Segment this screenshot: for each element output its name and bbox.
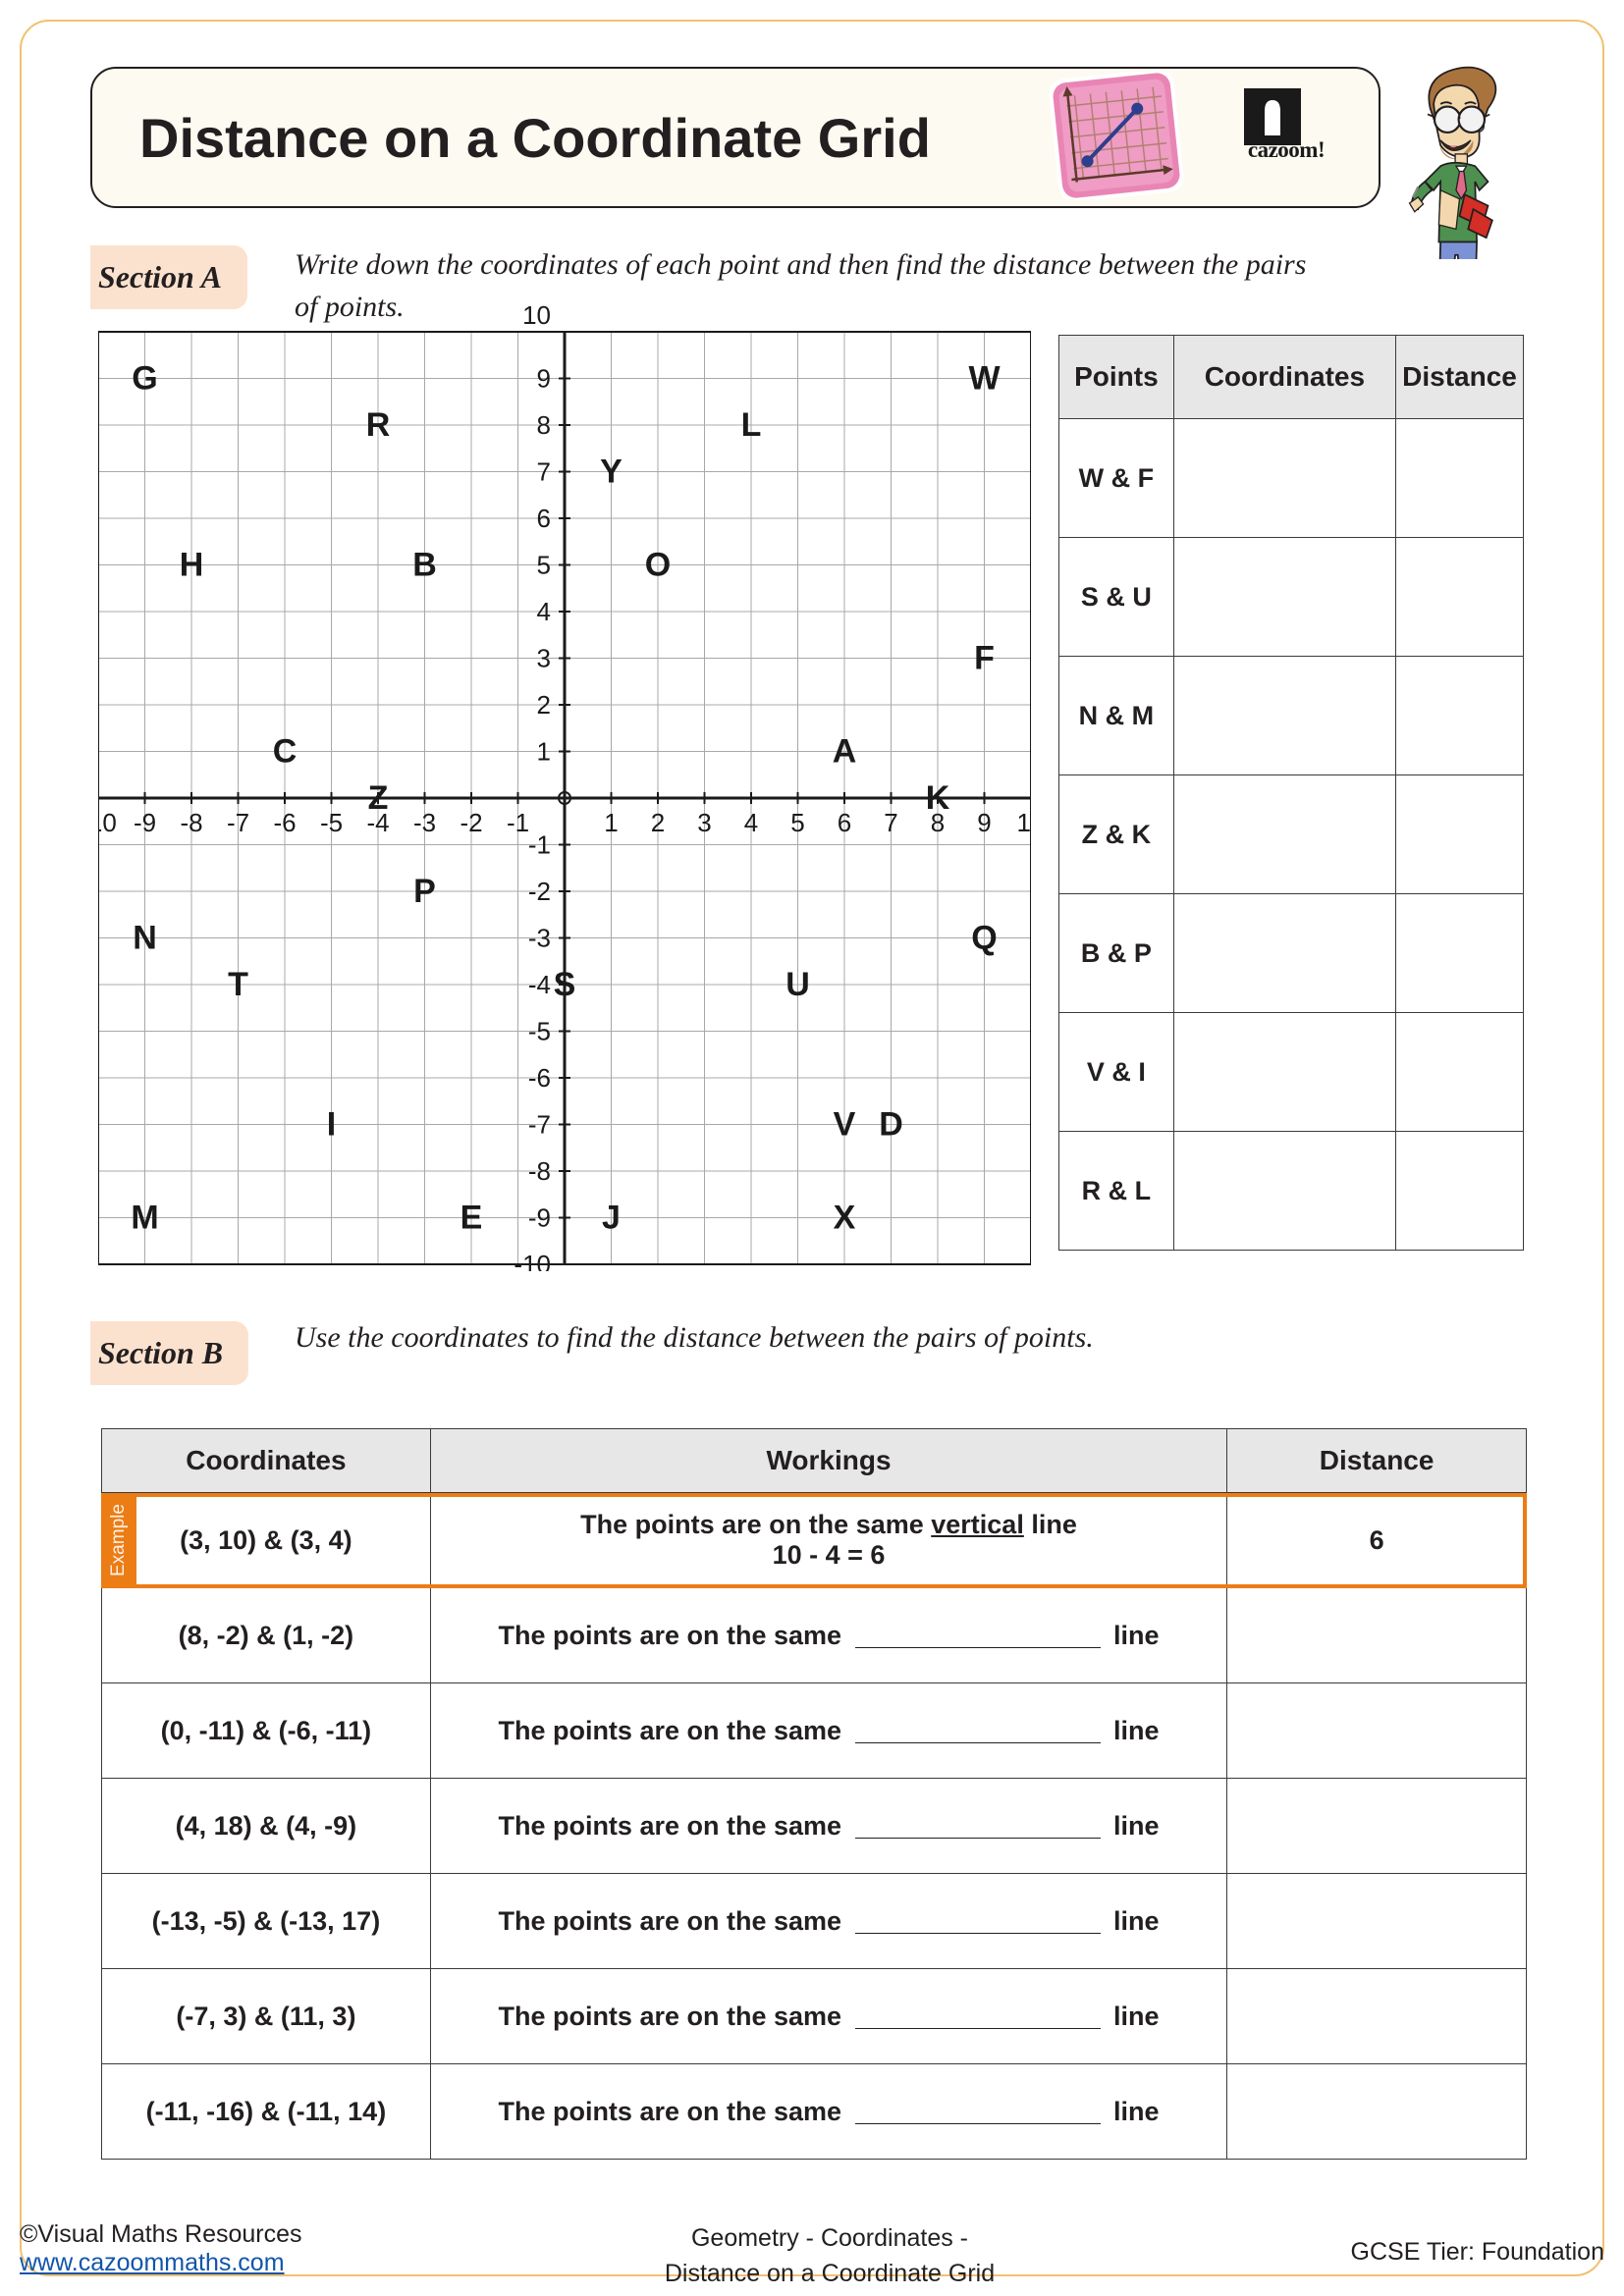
svg-text:10: 10	[1017, 808, 1031, 837]
svg-text:1: 1	[604, 808, 618, 837]
svg-text:7: 7	[537, 457, 551, 487]
svg-text:Z: Z	[368, 779, 389, 817]
svg-text:-10: -10	[514, 1250, 551, 1271]
svg-text:B: B	[412, 547, 437, 584]
svg-text:Y: Y	[600, 454, 623, 491]
svg-text:3: 3	[697, 808, 711, 837]
svg-text:-9: -9	[528, 1203, 551, 1233]
svg-text:L: L	[741, 406, 762, 444]
svg-text:G: G	[132, 360, 157, 398]
svg-text:-2: -2	[528, 877, 551, 906]
svg-text:H: H	[180, 547, 204, 584]
svg-text:-6: -6	[528, 1063, 551, 1093]
svg-text:-1: -1	[507, 808, 529, 837]
svg-text:2: 2	[537, 690, 551, 720]
svg-text:-10: -10	[98, 808, 117, 837]
svg-text:-5: -5	[528, 1017, 551, 1046]
svg-text:-6: -6	[273, 808, 296, 837]
svg-text:J: J	[602, 1200, 621, 1237]
svg-text:7: 7	[884, 808, 897, 837]
svg-text:N: N	[133, 920, 157, 957]
svg-text:9: 9	[537, 364, 551, 394]
svg-text:P: P	[413, 873, 436, 910]
svg-text:-9: -9	[134, 808, 156, 837]
svg-text:M: M	[131, 1200, 158, 1237]
svg-text:-8: -8	[528, 1156, 551, 1186]
svg-text:V: V	[834, 1106, 856, 1144]
svg-text:F: F	[974, 640, 995, 677]
svg-text:10: 10	[522, 302, 551, 330]
svg-text:I: I	[327, 1106, 336, 1144]
svg-text:6: 6	[838, 808, 851, 837]
svg-text:4: 4	[537, 597, 551, 626]
svg-text:E: E	[460, 1200, 483, 1237]
svg-text:2: 2	[651, 808, 665, 837]
svg-text:O: O	[645, 547, 671, 584]
svg-text:5: 5	[537, 551, 551, 580]
svg-text:-7: -7	[528, 1110, 551, 1140]
svg-text:-1: -1	[528, 830, 551, 860]
svg-text:-7: -7	[227, 808, 249, 837]
svg-text:K: K	[926, 779, 950, 817]
svg-text:-3: -3	[528, 924, 551, 953]
svg-text:U: U	[785, 966, 810, 1003]
svg-text:A: A	[833, 733, 857, 771]
svg-text:6: 6	[537, 504, 551, 533]
svg-text:X: X	[834, 1200, 856, 1237]
svg-text:C: C	[273, 733, 298, 771]
svg-text:Q: Q	[971, 920, 997, 957]
svg-text:-3: -3	[413, 808, 436, 837]
svg-text:4: 4	[744, 808, 758, 837]
svg-text:cazoom!: cazoom!	[1248, 137, 1325, 160]
svg-text:-4: -4	[528, 970, 551, 999]
svg-text:T: T	[228, 966, 248, 1003]
svg-text:5: 5	[790, 808, 804, 837]
svg-text:1: 1	[537, 737, 551, 767]
svg-text:8: 8	[537, 410, 551, 440]
svg-text:-8: -8	[180, 808, 202, 837]
svg-text:3: 3	[537, 644, 551, 673]
svg-text:9: 9	[977, 808, 991, 837]
svg-text:-2: -2	[460, 808, 482, 837]
svg-text:R: R	[366, 406, 391, 444]
svg-text:D: D	[879, 1106, 903, 1144]
svg-text:S: S	[554, 966, 576, 1003]
svg-text:W: W	[968, 360, 1001, 398]
svg-text:-5: -5	[320, 808, 343, 837]
